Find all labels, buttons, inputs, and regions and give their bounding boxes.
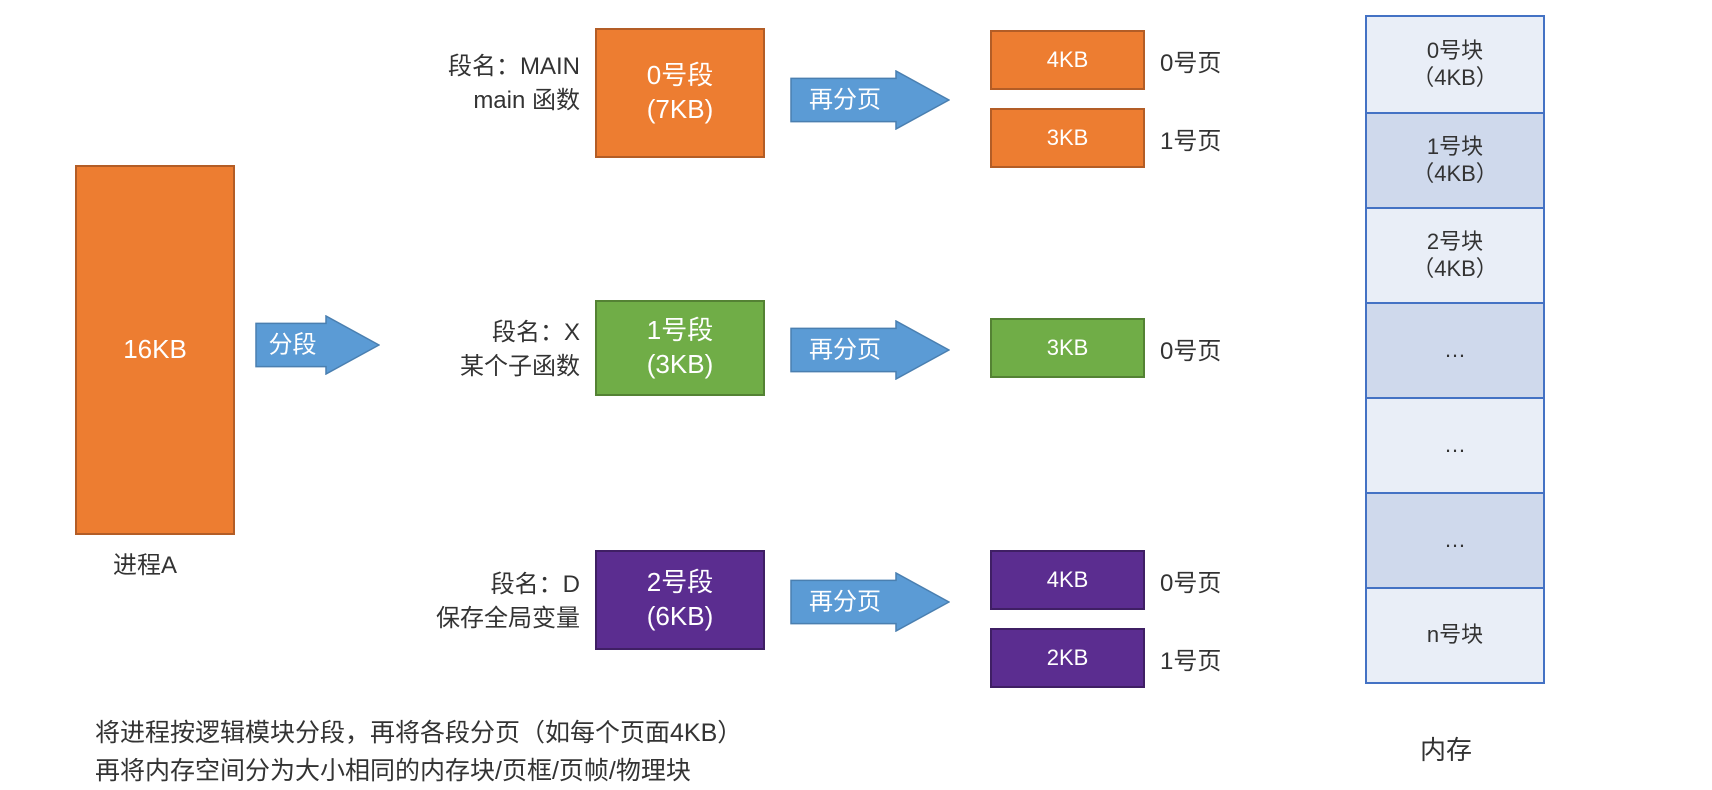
memory-block-1-line1: 1号块 — [1427, 134, 1483, 160]
page-box-1-0: 3KB — [990, 318, 1145, 378]
caption-line-2: 再将内存空间分为大小相同的内存块/页框/页帧/物理块 — [95, 753, 742, 790]
svg-text:再分页: 再分页 — [809, 337, 881, 364]
page-box-2-1: 2KB — [990, 628, 1145, 688]
segment-desc-0-line1: 段名：MAIN — [448, 50, 580, 84]
segment-desc-2-line1: 段名：D — [436, 568, 580, 602]
process-name-label: 进程A — [113, 545, 177, 580]
page-box-0-0: 4KB — [990, 30, 1145, 90]
segment-box-0-line1: 0号段 — [647, 59, 713, 93]
page-label-2-1: 1号页 — [1160, 641, 1221, 676]
page-box-0-1-size: 3KB — [1047, 124, 1089, 153]
page-box-0-1: 3KB — [990, 108, 1145, 168]
page-box-2-1-size: 2KB — [1047, 644, 1089, 673]
segment-desc-1-line2: 某个子函数 — [460, 350, 580, 384]
segment-desc-1-line1: 段名：X — [460, 316, 580, 350]
memory-block-1: 1号块（4KB） — [1367, 112, 1543, 207]
segment-arrow: 分段 — [255, 315, 380, 380]
segment-box-1: 1号段(3KB) — [595, 300, 765, 396]
repage-arrow-0: 再分页 — [790, 70, 950, 135]
memory-block-0: 0号块（4KB） — [1367, 17, 1543, 112]
segment-box-2-line1: 2号段 — [647, 566, 713, 600]
segment-desc-1: 段名：X某个子函数 — [460, 316, 580, 383]
repage-arrow-1: 再分页 — [790, 320, 950, 385]
svg-text:分段: 分段 — [269, 332, 317, 359]
segment-desc-0-line2: main 函数 — [448, 84, 580, 118]
memory-block-2-line1: 2号块 — [1427, 229, 1483, 255]
repage-arrow-2: 再分页 — [790, 572, 950, 637]
memory-title: 内存 — [1420, 730, 1472, 767]
segment-box-0: 0号段(7KB) — [595, 28, 765, 158]
memory-block-3: … — [1367, 302, 1543, 397]
memory-block-3-line1: … — [1444, 337, 1466, 363]
memory-block-2-line2: （4KB） — [1412, 256, 1498, 282]
memory-block-4-line1: … — [1444, 432, 1466, 458]
page-box-1-0-size: 3KB — [1047, 334, 1089, 363]
memory-block-6-line1: n号块 — [1427, 622, 1483, 648]
page-box-2-0: 4KB — [990, 550, 1145, 610]
segment-box-2: 2号段(6KB) — [595, 550, 765, 650]
page-box-2-0-size: 4KB — [1047, 566, 1089, 595]
segment-desc-0: 段名：MAINmain 函数 — [448, 50, 580, 117]
memory-block-0-line1: 0号块 — [1427, 38, 1483, 64]
page-label-2-0: 0号页 — [1160, 563, 1221, 598]
memory-block-2: 2号块（4KB） — [1367, 207, 1543, 302]
memory-block-6: n号块 — [1367, 587, 1543, 682]
caption-text: 将进程按逻辑模块分段，再将各段分页（如每个页面4KB） 再将内存空间分为大小相同… — [95, 715, 742, 790]
memory-block-4: … — [1367, 397, 1543, 492]
segment-box-2-line2: (6KB) — [647, 600, 713, 634]
svg-text:再分页: 再分页 — [809, 589, 881, 616]
page-box-0-0-size: 4KB — [1047, 46, 1089, 75]
svg-text:再分页: 再分页 — [809, 87, 881, 114]
segment-desc-2: 段名：D保存全局变量 — [436, 568, 580, 635]
segment-desc-2-line2: 保存全局变量 — [436, 602, 580, 636]
memory-table: 0号块（4KB）1号块（4KB）2号块（4KB）………n号块 — [1365, 15, 1545, 684]
segment-box-1-line1: 1号段 — [647, 314, 713, 348]
segment-box-1-line2: (3KB) — [647, 348, 713, 382]
page-label-0-0: 0号页 — [1160, 43, 1221, 78]
segment-box-0-line2: (7KB) — [647, 93, 713, 127]
process-box: 16KB — [75, 165, 235, 535]
caption-line-1: 将进程按逻辑模块分段，再将各段分页（如每个页面4KB） — [95, 715, 742, 753]
page-label-0-1: 1号页 — [1160, 121, 1221, 156]
page-label-1-0: 0号页 — [1160, 331, 1221, 366]
memory-block-1-line2: （4KB） — [1412, 161, 1498, 187]
process-size: 16KB — [123, 333, 187, 367]
memory-block-5-line1: … — [1444, 527, 1466, 553]
memory-block-0-line2: （4KB） — [1412, 65, 1498, 91]
memory-block-5: … — [1367, 492, 1543, 587]
